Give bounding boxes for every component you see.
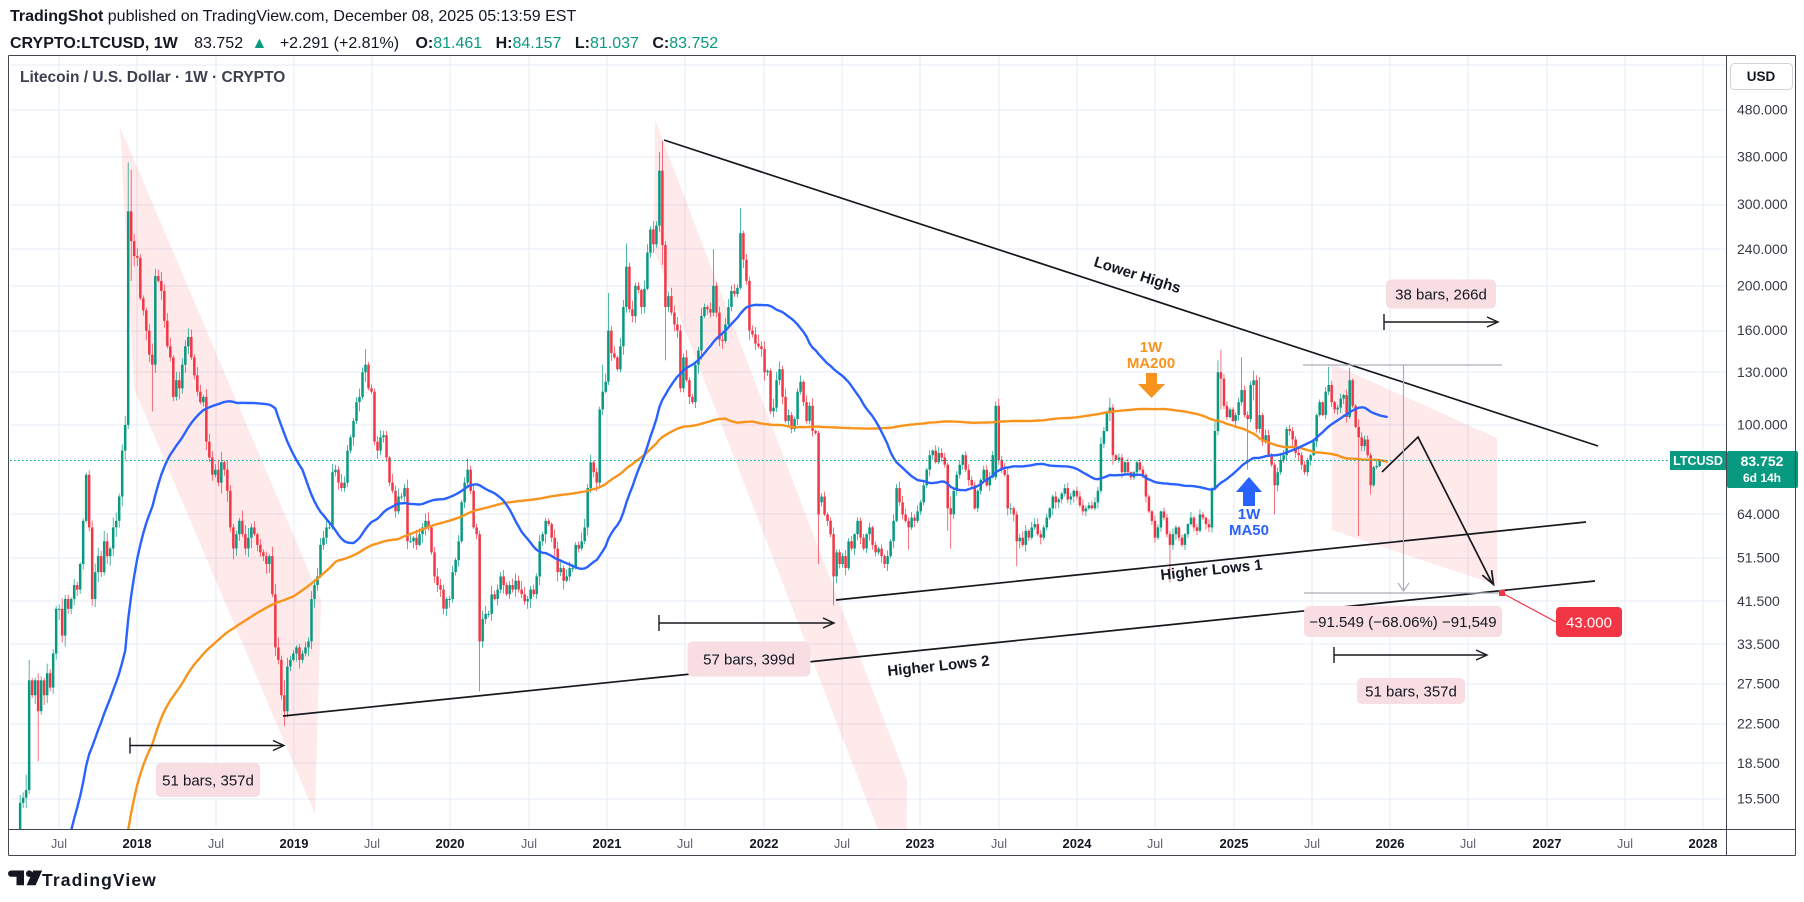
svg-text:130.000: 130.000 [1737,364,1788,380]
svg-text:−91.549 (−68.06%) −91,549: −91.549 (−68.06%) −91,549 [1309,614,1496,631]
svg-text:57 bars, 399d: 57 bars, 399d [703,651,795,668]
svg-text:2028: 2028 [1689,836,1718,851]
svg-text:Jul: Jul [834,837,850,851]
svg-text:2018: 2018 [123,836,152,851]
svg-text:2021: 2021 [593,836,622,851]
svg-text:USD: USD [1747,69,1776,84]
svg-text:MA50: MA50 [1229,522,1269,539]
svg-text:TradingShot published on Tradi: TradingShot published on TradingView.com… [10,8,576,25]
svg-text:TradingView: TradingView [42,870,157,890]
svg-text:LTCUSD: LTCUSD [1673,454,1723,468]
svg-text:Jul: Jul [1460,837,1476,851]
svg-text:240.000: 240.000 [1737,241,1788,257]
svg-text:2019: 2019 [280,836,309,851]
svg-text:Jul: Jul [208,837,224,851]
svg-text:300.000: 300.000 [1737,196,1788,212]
svg-text:1W: 1W [1238,506,1261,523]
svg-text:2027: 2027 [1533,836,1562,851]
svg-text:Jul: Jul [51,837,67,851]
svg-text:160.000: 160.000 [1737,322,1788,338]
svg-text:83.752: 83.752 [1741,453,1784,469]
svg-text:MA200: MA200 [1127,355,1175,372]
svg-text:18.500: 18.500 [1737,755,1780,771]
svg-text:CRYPTO:LTCUSD, 1W 83.752 ▲ +2.: CRYPTO:LTCUSD, 1W 83.752 ▲ +2.291 (+2.81… [10,35,718,52]
svg-text:38 bars, 266d: 38 bars, 266d [1395,286,1487,303]
svg-text:27.500: 27.500 [1737,676,1780,692]
svg-text:51.500: 51.500 [1737,550,1780,566]
svg-text:43.000: 43.000 [1566,615,1612,632]
svg-text:Jul: Jul [1617,837,1633,851]
svg-text:200.000: 200.000 [1737,277,1788,293]
svg-text:100.000: 100.000 [1737,416,1788,432]
svg-text:2024: 2024 [1063,836,1093,851]
svg-text:1W: 1W [1140,339,1163,356]
svg-text:Jul: Jul [677,837,693,851]
svg-text:Jul: Jul [1304,837,1320,851]
svg-text:41.500: 41.500 [1737,593,1780,609]
svg-text:51 bars, 357d: 51 bars, 357d [162,772,254,789]
svg-text:2025: 2025 [1220,836,1249,851]
svg-text:2026: 2026 [1376,836,1405,851]
svg-text:15.500: 15.500 [1737,791,1780,807]
svg-text:64.000: 64.000 [1737,506,1780,522]
svg-text:2020: 2020 [436,836,465,851]
svg-text:22.500: 22.500 [1737,716,1780,732]
svg-text:51 bars, 357d: 51 bars, 357d [1365,683,1457,700]
svg-text:33.500: 33.500 [1737,636,1780,652]
svg-text:Jul: Jul [1147,837,1163,851]
svg-text:6d 14h: 6d 14h [1743,471,1781,485]
svg-text:380.000: 380.000 [1737,149,1788,165]
svg-text:Litecoin / U.S. Dollar · 1W ·: Litecoin / U.S. Dollar · 1W · CRYPTO [20,69,285,86]
svg-text:2022: 2022 [750,836,779,851]
svg-text:Jul: Jul [991,837,1007,851]
svg-text:Jul: Jul [521,837,537,851]
svg-text:2023: 2023 [906,836,935,851]
svg-text:Jul: Jul [364,837,380,851]
svg-text:480.000: 480.000 [1737,102,1788,118]
